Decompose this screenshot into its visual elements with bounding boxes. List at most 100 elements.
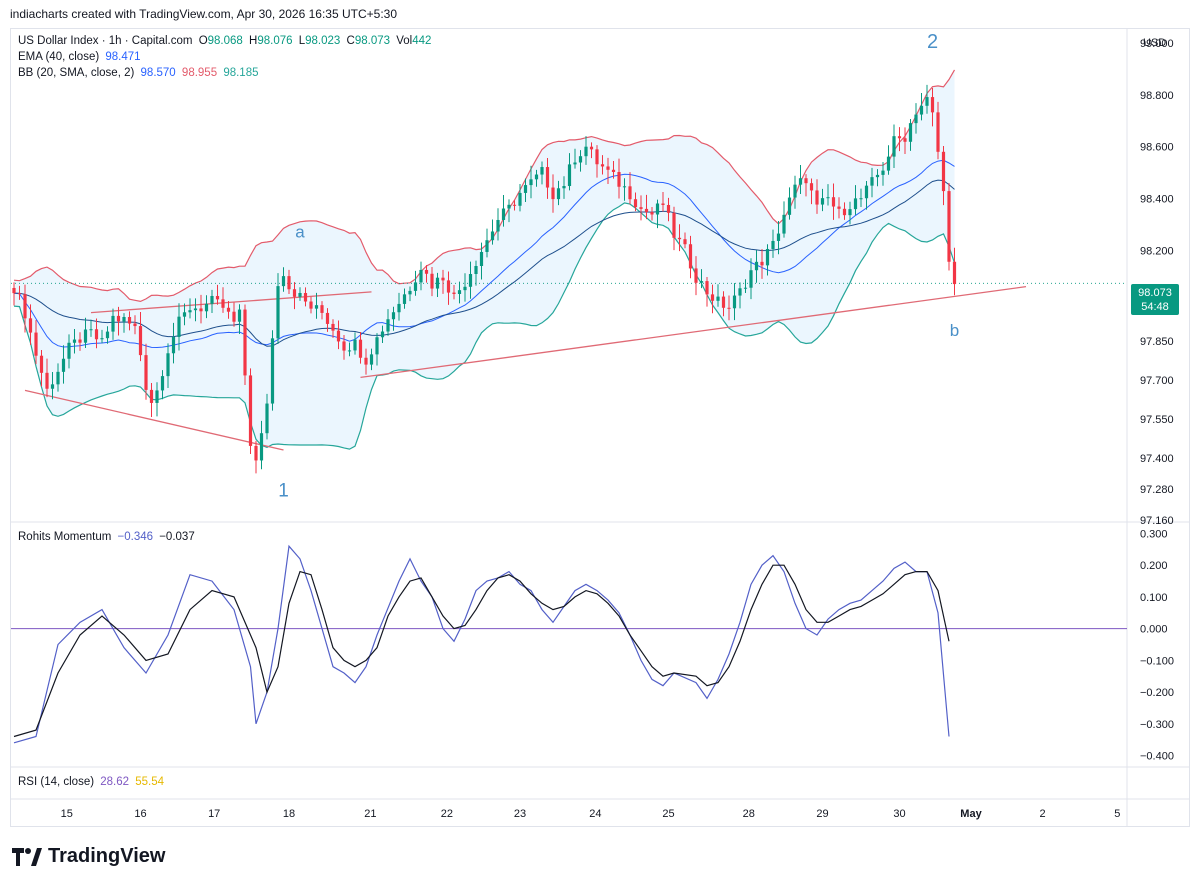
candle	[584, 136, 588, 165]
candle-body	[160, 376, 165, 391]
candle-body	[622, 186, 627, 188]
tradingview-logo[interactable]: TradingView	[12, 845, 165, 868]
momentum-tick-label: 0.200	[1140, 560, 1168, 572]
candle	[320, 301, 324, 320]
candle	[837, 197, 841, 219]
candle-body	[628, 186, 632, 200]
symbol-legend[interactable]: US Dollar Index · 1h · Capital.com O98.0…	[18, 35, 434, 47]
candle	[672, 206, 676, 251]
candle-body	[518, 192, 522, 206]
candle-body	[144, 355, 148, 390]
candle	[551, 174, 555, 213]
candle	[182, 303, 187, 326]
bb-legend[interactable]: BB (20, SMA, close, 2) 98.570 98.955 98.…	[18, 67, 262, 79]
candle	[545, 157, 550, 199]
momentum-tick-label: −0.200	[1140, 687, 1174, 699]
candle	[529, 165, 533, 199]
rsi-ma-value: 55.54	[135, 776, 165, 788]
candle-body	[798, 178, 803, 185]
candle	[474, 260, 478, 286]
momentum-legend[interactable]: Rohits Momentum −0.346 −0.037	[18, 531, 198, 543]
candle	[881, 162, 885, 186]
candle-body	[749, 270, 753, 288]
candle	[50, 371, 55, 400]
candle-body	[358, 339, 363, 358]
candle-body	[171, 336, 176, 354]
candle	[199, 294, 203, 324]
candle-body	[61, 358, 66, 372]
candle-body	[347, 350, 352, 352]
wave-label: a	[295, 222, 305, 241]
candle	[815, 179, 819, 214]
candle	[688, 235, 693, 279]
rsi-label: RSI (14, close)	[18, 776, 95, 788]
candle	[479, 242, 484, 280]
candle-body	[573, 162, 577, 165]
currency-label[interactable]: USD	[1143, 37, 1167, 49]
time-tick-label: 15	[61, 808, 73, 820]
candle-body	[897, 136, 902, 139]
candle-body	[721, 296, 726, 308]
candle-body	[584, 146, 588, 157]
candle-body	[413, 282, 418, 291]
candle	[34, 320, 38, 365]
candle-body	[694, 268, 698, 283]
candle-body	[430, 273, 434, 289]
candle-body	[523, 185, 528, 193]
candle	[122, 313, 126, 333]
candle	[441, 269, 445, 294]
candle	[859, 188, 863, 207]
candle	[78, 332, 82, 351]
time-tick-label: 17	[208, 808, 220, 820]
candle-body	[655, 203, 660, 215]
candle	[562, 176, 566, 199]
candle	[914, 103, 918, 134]
candle	[303, 287, 308, 307]
candle-body	[226, 307, 231, 312]
ema-legend[interactable]: EMA (40, close) 98.471	[18, 51, 144, 63]
candle-body	[589, 146, 594, 150]
candle-body	[67, 342, 71, 359]
candle-body	[529, 179, 533, 186]
candle	[413, 270, 418, 296]
candle	[622, 178, 627, 201]
candle-body	[776, 233, 781, 241]
candle	[556, 180, 561, 206]
candle	[952, 247, 957, 296]
candle	[611, 161, 616, 179]
candle-body	[688, 244, 693, 269]
candle-body	[23, 294, 27, 319]
trendline	[90, 291, 372, 314]
candle	[419, 261, 423, 291]
candle	[144, 343, 148, 400]
candle-body	[402, 294, 407, 304]
candle-body	[512, 204, 517, 206]
candle-body	[501, 208, 506, 220]
candle	[248, 368, 253, 454]
price-tick-label: 97.850	[1140, 336, 1174, 348]
candle-body	[182, 312, 187, 317]
candle	[237, 304, 242, 335]
candle-body	[892, 136, 896, 157]
candle	[369, 348, 374, 371]
rsi-legend[interactable]: RSI (14, close) 28.62 55.54	[18, 776, 167, 788]
candle	[430, 267, 434, 297]
price-tick-label: 97.280	[1140, 484, 1174, 496]
bb-lower-line	[13, 202, 956, 450]
candle-body	[457, 290, 462, 295]
candle-body	[375, 337, 379, 355]
last-price: 98.073	[1138, 287, 1172, 299]
candle-body	[166, 353, 170, 377]
candle-body	[276, 286, 280, 339]
candle-body	[177, 316, 181, 337]
candle	[292, 282, 297, 310]
candle	[435, 272, 440, 298]
candle	[870, 167, 874, 198]
candle	[694, 256, 698, 296]
candle-body	[331, 323, 335, 331]
candle	[650, 207, 654, 221]
candle-body	[188, 310, 192, 313]
candle-body	[551, 187, 555, 200]
candle	[232, 302, 236, 327]
